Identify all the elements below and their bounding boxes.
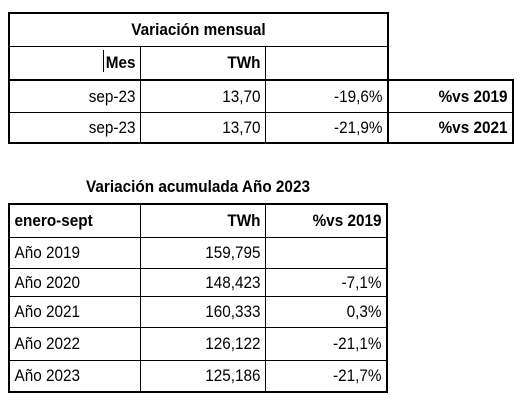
monthly-twh: 13,70 xyxy=(222,86,261,106)
monthly-title: Variación mensual xyxy=(131,19,266,39)
header-mes: Mes xyxy=(105,53,136,72)
monthly-pct: -21,9% xyxy=(334,117,383,137)
header-twh: TWh xyxy=(227,211,261,230)
row-year: Año 2020 xyxy=(14,272,81,292)
header-period: enero-sept xyxy=(14,211,93,230)
row-twh: 148,423 xyxy=(205,272,261,292)
row-year: Año 2023 xyxy=(14,366,81,385)
row-pct: -7,1% xyxy=(341,272,382,292)
text-cursor xyxy=(103,50,104,72)
cumulative-title: Variación acumulada Año 2023 xyxy=(86,177,310,196)
border xyxy=(8,360,388,361)
border xyxy=(8,112,514,113)
monthly-twh: 13,70 xyxy=(222,117,261,137)
row-year: Año 2022 xyxy=(14,334,81,353)
border xyxy=(387,12,389,144)
border xyxy=(140,46,141,143)
border xyxy=(8,268,388,269)
border xyxy=(8,12,389,14)
border xyxy=(386,203,388,393)
border xyxy=(512,79,514,144)
header-pct: %vs 2019 xyxy=(312,211,382,230)
monthly-mes: sep-23 xyxy=(88,117,136,137)
border xyxy=(8,142,514,144)
border xyxy=(265,46,266,143)
header-twh: TWh xyxy=(227,53,261,72)
monthly-mes: sep-23 xyxy=(88,86,136,106)
border xyxy=(8,46,389,47)
row-pct: -21,7% xyxy=(333,366,382,385)
row-twh: 125,186 xyxy=(205,366,261,385)
row-twh: 160,333 xyxy=(205,302,261,321)
border xyxy=(8,12,10,144)
monthly-label: %vs 2019 xyxy=(438,86,508,106)
monthly-pct: -19,6% xyxy=(334,86,383,106)
border xyxy=(8,237,388,238)
border xyxy=(8,203,10,393)
border xyxy=(8,391,388,393)
border xyxy=(140,203,141,393)
border xyxy=(265,203,266,393)
row-twh: 159,795 xyxy=(205,243,261,262)
row-pct: -21,1% xyxy=(333,334,382,353)
border xyxy=(8,79,514,81)
border xyxy=(8,203,388,205)
row-year: Año 2021 xyxy=(14,302,81,321)
monthly-label: %vs 2021 xyxy=(438,117,508,137)
border xyxy=(8,296,388,297)
row-pct xyxy=(278,238,386,268)
border xyxy=(8,327,388,328)
row-year: Año 2019 xyxy=(14,243,81,262)
row-twh: 126,122 xyxy=(205,334,261,353)
row-pct: 0,3% xyxy=(346,302,382,321)
